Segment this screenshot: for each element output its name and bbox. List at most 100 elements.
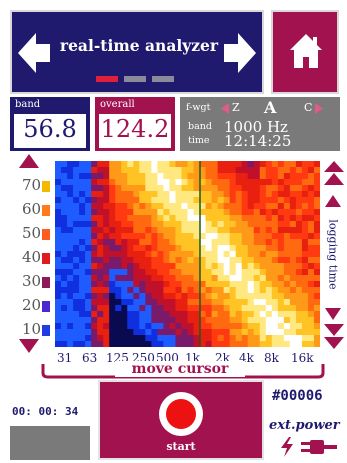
level-down-icon[interactable] (18, 338, 40, 354)
heatmap-cell (133, 215, 140, 222)
scroll-up-icon[interactable] (324, 194, 342, 208)
level-swatch (42, 181, 50, 192)
heatmap-cell (55, 281, 62, 288)
heatmap-cell (73, 311, 80, 318)
heatmap-cell (217, 245, 225, 252)
heatmap-cell (271, 167, 279, 174)
heatmap-cell (211, 263, 219, 270)
heatmap-cell (133, 173, 140, 180)
heatmap-cell (145, 227, 152, 234)
move-cursor-button[interactable]: move cursor (115, 361, 245, 377)
heatmap-cell (187, 275, 194, 282)
heatmap-cell (169, 239, 176, 246)
heatmap-cell (115, 287, 122, 294)
heatmap-cell (265, 269, 273, 276)
overall-label: overall (100, 99, 135, 110)
heatmap-cell (103, 245, 110, 252)
arrow-left-icon[interactable] (16, 30, 52, 76)
heatmap-cell (259, 281, 267, 288)
heatmap-cell (247, 305, 255, 312)
heatmap-cell (73, 173, 80, 180)
heatmap-cell (289, 275, 297, 282)
heatmap-cell (79, 161, 86, 168)
heatmap-cell (145, 287, 152, 294)
heatmap-cell (61, 257, 68, 264)
heatmap-cell (169, 317, 176, 324)
heatmap-cell (199, 329, 206, 336)
heatmap-cell (163, 185, 170, 192)
weight-option-c[interactable]: C (304, 101, 313, 114)
heatmap-cell (247, 227, 255, 234)
heatmap-cell (277, 161, 285, 168)
blank-gray-button[interactable] (10, 426, 90, 460)
heatmap-cell (217, 281, 225, 288)
heatmap-cell (283, 203, 291, 210)
heatmap-cell (205, 179, 212, 186)
heatmap-cell (61, 317, 68, 324)
heatmap-cell (277, 239, 285, 246)
heatmap-cell (271, 221, 279, 228)
heatmap-cell (247, 275, 255, 282)
heatmap-cell (235, 263, 243, 270)
heatmap-cell (91, 335, 98, 342)
heatmap-cell (97, 215, 104, 222)
heatmap-cell (223, 323, 231, 330)
info-band-label: band (188, 121, 212, 132)
scroll-down-icon[interactable] (324, 307, 342, 321)
heatmap-cell (115, 281, 122, 288)
heatmap-cell (277, 311, 285, 318)
heatmap-cell (295, 281, 303, 288)
heatmap-cell (121, 329, 128, 336)
heatmap-cell (313, 287, 320, 294)
heatmap-cell (97, 287, 104, 294)
heatmap-cell (199, 323, 206, 330)
home-button[interactable] (271, 10, 339, 94)
heatmap-cell (181, 227, 188, 234)
heatmap-cell (235, 167, 243, 174)
heatmap-cell (67, 173, 74, 180)
heatmap-cell (115, 269, 122, 276)
heatmap-cell (133, 221, 140, 228)
arrow-right-icon[interactable] (222, 30, 258, 76)
level-up-icon[interactable] (18, 153, 40, 169)
weight-next-icon[interactable] (314, 103, 324, 114)
heatmap-cell (265, 323, 273, 330)
heatmap-cell (85, 227, 92, 234)
heatmap-cell (139, 329, 146, 336)
heatmap-cell (169, 167, 176, 174)
heatmap-cell (55, 173, 62, 180)
heatmap-cell (307, 305, 315, 312)
scroll-bottom-icon[interactable] (322, 322, 346, 350)
heatmap-cell (295, 161, 303, 168)
heatmap-cell (271, 197, 279, 204)
heatmap-cell (271, 239, 279, 246)
heatmap-cell (109, 209, 116, 216)
heatmap-cell (115, 293, 122, 300)
heatmap-cell (235, 221, 243, 228)
heatmap-cell (199, 233, 206, 240)
fwgt-label: f-wgt (186, 102, 211, 113)
start-button[interactable]: start (98, 380, 264, 460)
heatmap-cell (61, 275, 68, 282)
heatmap-cell (61, 269, 68, 276)
heatmap-cell (205, 167, 212, 174)
heatmap-cell (193, 209, 200, 216)
heatmap-cell (133, 299, 140, 306)
spectrogram-heatmap[interactable] (55, 161, 320, 347)
heatmap-cell (73, 221, 80, 228)
heatmap-cell (163, 335, 170, 342)
heatmap-cell (127, 185, 134, 192)
heatmap-cell (175, 329, 182, 336)
heatmap-cell (313, 311, 320, 318)
heatmap-cell (187, 257, 194, 264)
heatmap-cell (271, 275, 279, 282)
weight-option-z[interactable]: Z (232, 101, 240, 114)
heatmap-cell (139, 245, 146, 252)
scroll-top-icon[interactable] (322, 160, 346, 188)
heatmap-cell (301, 257, 309, 264)
heatmap-cell (73, 185, 80, 192)
heatmap-cell (55, 305, 62, 312)
heatmap-cell (145, 263, 152, 270)
weight-option-a[interactable]: A (264, 98, 277, 117)
weight-prev-icon[interactable] (220, 103, 230, 114)
